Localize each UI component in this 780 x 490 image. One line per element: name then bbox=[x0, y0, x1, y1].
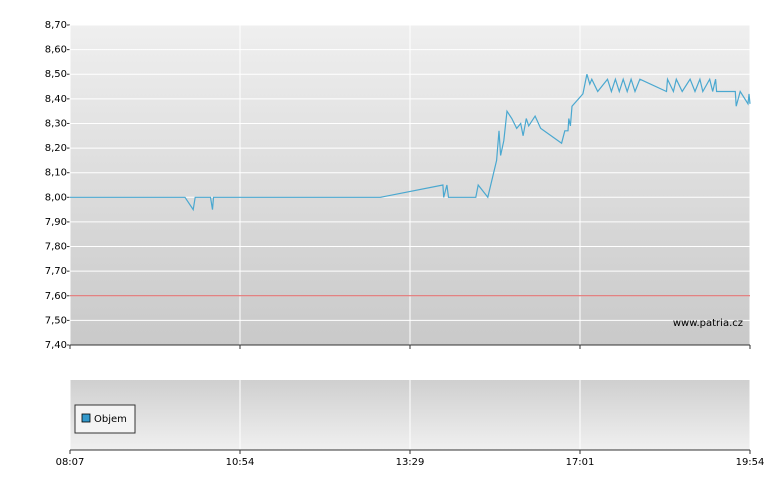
x-tick-label: 19:54 bbox=[736, 457, 765, 468]
price-line bbox=[70, 74, 751, 212]
y-tick-label: 7,90 bbox=[45, 217, 67, 228]
legend-label: Objem bbox=[94, 414, 127, 425]
y-tick-label: 8,10 bbox=[45, 168, 67, 179]
y-tick-label: 8,50 bbox=[45, 69, 67, 80]
y-tick-label: 7,70 bbox=[45, 266, 67, 277]
x-tick-label: 13:29 bbox=[396, 457, 425, 468]
y-tick-label: 8,40 bbox=[45, 94, 67, 105]
x-tick-label: 08:07 bbox=[56, 457, 85, 468]
y-tick-label: 8,00 bbox=[45, 192, 67, 203]
y-tick-label: 7,50 bbox=[45, 315, 67, 326]
y-tick-label: 7,80 bbox=[45, 242, 67, 253]
y-tick-label: 7,60 bbox=[45, 291, 67, 302]
y-tick-label: 8,70 bbox=[45, 20, 67, 31]
watermark: www.patria.cz bbox=[673, 318, 743, 329]
x-tick-label: 10:54 bbox=[226, 457, 255, 468]
y-tick-label: 8,20 bbox=[45, 143, 67, 154]
legend-swatch bbox=[81, 413, 91, 423]
x-tick-label: 17:01 bbox=[566, 457, 595, 468]
y-tick-label: 7,40 bbox=[45, 340, 67, 351]
y-tick-label: 8,60 bbox=[45, 45, 67, 56]
y-tick-label: 8,30 bbox=[45, 118, 67, 129]
